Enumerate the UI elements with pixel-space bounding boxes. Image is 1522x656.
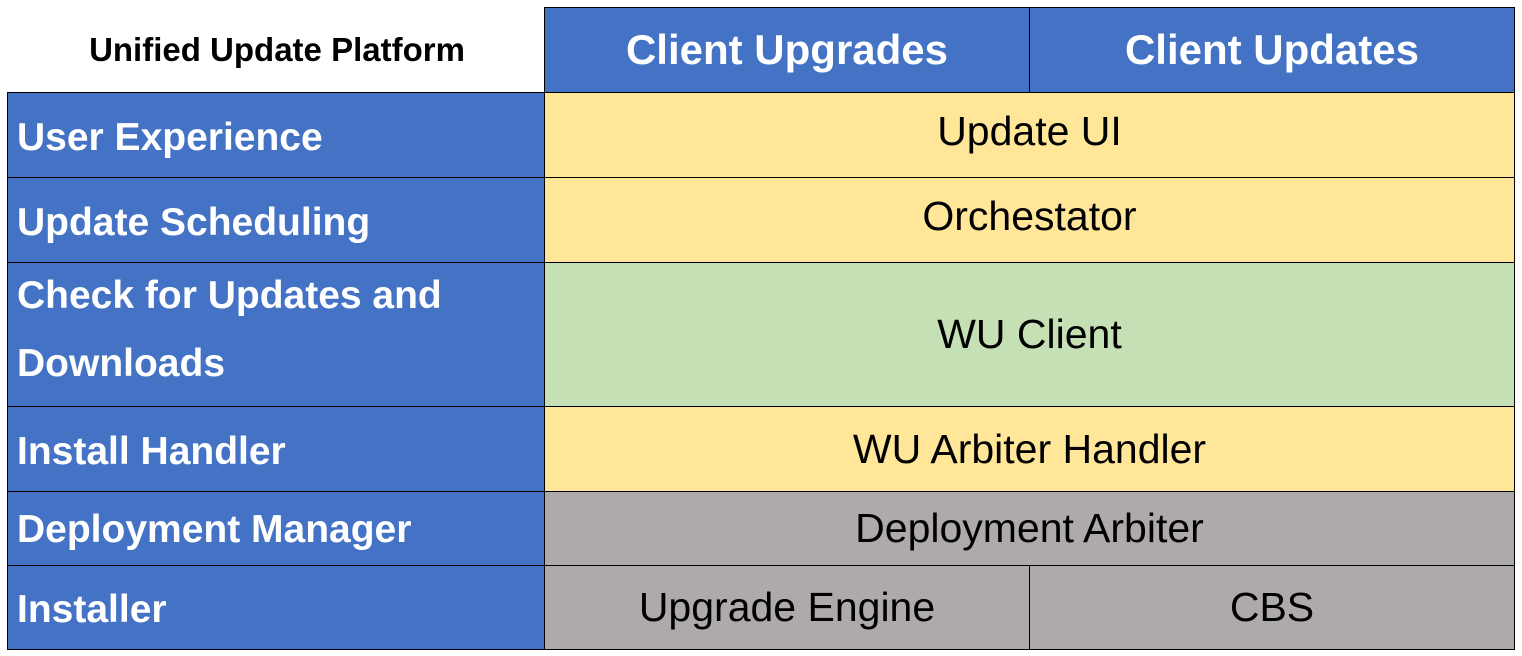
cell-wu-arbiter-handler: WU Arbiter Handler [544,406,1515,492]
table-title: Unified Update Platform [89,30,465,68]
cell-wu-client: WU Client [544,262,1515,407]
cell-orchestator: Orchestator [544,177,1515,263]
row-label-user-experience: User Experience [7,92,545,178]
cell-cbs: CBS [1029,565,1515,650]
cell-update-ui: Update UI [544,92,1515,178]
row-label-install-handler: Install Handler [7,406,545,492]
cell-upgrade-engine: Upgrade Engine [544,565,1030,650]
row-label-deployment-manager: Deployment Manager [7,491,545,566]
row-label-check-for-updates: Check for Updates and Downloads [7,262,545,407]
row-label-update-scheduling: Update Scheduling [7,177,545,263]
cell-deployment-arbiter: Deployment Arbiter [544,491,1515,566]
row-label-installer: Installer [7,565,545,650]
column-header-client-updates: Client Updates [1029,7,1515,93]
column-header-client-upgrades: Client Upgrades [544,7,1030,93]
